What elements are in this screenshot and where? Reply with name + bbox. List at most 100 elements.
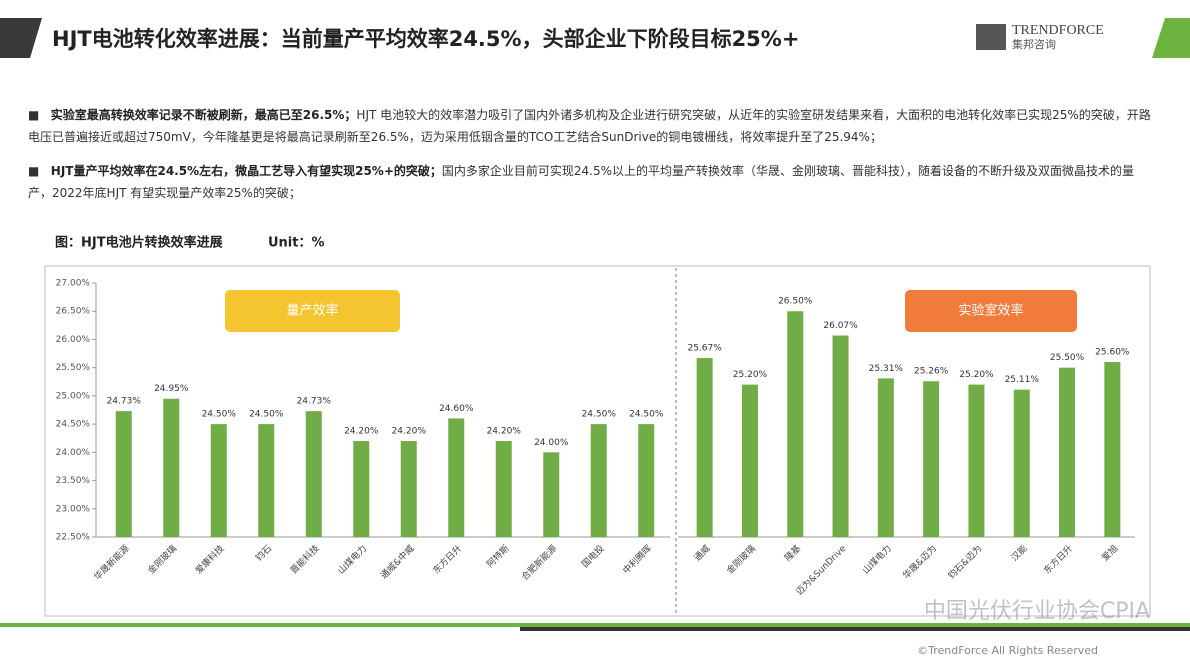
y-tick-label: 24.00% bbox=[56, 448, 91, 458]
value-label: 24.50% bbox=[202, 410, 237, 420]
x-tick-label: 通威&中威 bbox=[378, 542, 417, 581]
value-label: 24.60% bbox=[439, 404, 474, 414]
x-tick-label: 金刚玻璃 bbox=[724, 542, 758, 576]
logo-sub: 集邦咨询 bbox=[1012, 37, 1056, 51]
x-tick-label: 山煤电力 bbox=[335, 542, 369, 576]
x-tick-label: 华晟新能源 bbox=[91, 542, 131, 582]
value-label: 24.20% bbox=[392, 427, 427, 437]
bullet-text: 国内多家企业目前可实现24.5%以上的平均量产转换效率（华晟、金刚玻璃、晋能科技… bbox=[28, 164, 1135, 200]
bar bbox=[400, 441, 417, 537]
y-tick-label: 23.00% bbox=[56, 504, 91, 514]
bar bbox=[163, 398, 180, 537]
bullet: ■ 实验室最高转换效率记录不断被刷新，最高已至26.5%；HJT 电池较大的效率… bbox=[28, 108, 1151, 144]
x-tick-label: 东方日升 bbox=[1041, 542, 1075, 576]
bar bbox=[495, 441, 512, 537]
bar bbox=[543, 452, 560, 537]
y-tick-label: 24.50% bbox=[56, 420, 91, 430]
bullet-text: HJT 电池较大的效率潜力吸引了国内外诸多机构及企业进行研究突破，从近年的实验室… bbox=[28, 108, 1151, 144]
x-tick-label: 山煤电力 bbox=[860, 542, 894, 576]
annotation: 实验室效率 bbox=[958, 303, 1023, 319]
value-label: 25.60% bbox=[1095, 348, 1130, 358]
value-label: 25.20% bbox=[733, 370, 768, 380]
bar bbox=[696, 358, 713, 537]
bar bbox=[590, 424, 607, 537]
value-label: 24.00% bbox=[534, 438, 569, 448]
bullet-bold: 实验室最高转换效率记录不断被刷新，最高已至26.5%； bbox=[50, 108, 357, 122]
bar bbox=[1013, 389, 1030, 537]
value-label: 24.73% bbox=[107, 397, 142, 407]
y-tick-label: 26.00% bbox=[56, 335, 91, 345]
value-label: 24.20% bbox=[344, 427, 379, 437]
logo: TRENDFORCE bbox=[1012, 23, 1104, 38]
bar bbox=[787, 311, 804, 537]
bar bbox=[741, 384, 758, 537]
value-label: 24.50% bbox=[249, 410, 284, 420]
title-mark bbox=[0, 18, 42, 58]
bullet: ■ HJT量产平均效率在24.5%左右，微晶工艺导入有望实现25%+的突破；国内… bbox=[28, 164, 1135, 200]
value-label: 24.73% bbox=[297, 397, 332, 407]
value-label: 25.50% bbox=[1050, 353, 1085, 363]
copyright: ©TrendForce All Rights Reserved bbox=[917, 644, 1098, 657]
value-label: 24.50% bbox=[629, 410, 664, 420]
unit: Unit：% bbox=[268, 236, 325, 251]
corner-mark bbox=[1152, 18, 1190, 58]
bar bbox=[832, 335, 849, 537]
annotation: 量产效率 bbox=[286, 303, 338, 319]
bar bbox=[923, 381, 940, 537]
value-label: 26.50% bbox=[778, 297, 813, 307]
bar bbox=[115, 411, 132, 537]
footer-bar-dark bbox=[520, 627, 1190, 631]
x-tick-label: 隆基 bbox=[782, 542, 803, 563]
value-label: 26.07% bbox=[823, 321, 858, 331]
x-tick-label: 合肥新能源 bbox=[519, 542, 559, 582]
x-tick-label: 中利腾晖 bbox=[620, 542, 654, 576]
bar bbox=[353, 441, 370, 537]
x-tick-label: 金刚玻璃 bbox=[145, 542, 179, 576]
bar bbox=[968, 384, 985, 537]
y-tick-label: 27.00% bbox=[56, 279, 91, 289]
watermark: 中国光伏行业协会CPIA bbox=[924, 599, 1150, 624]
page-title: HJT电池转化效率进展：当前量产平均效率24.5%，头部企业下阶段目标25%+ bbox=[52, 27, 799, 51]
value-label: 24.20% bbox=[487, 427, 522, 437]
y-tick-label: 26.50% bbox=[56, 307, 91, 317]
bar bbox=[877, 378, 894, 537]
x-tick-label: 爱康科技 bbox=[193, 542, 227, 576]
x-tick-label: 东方日升 bbox=[430, 542, 464, 576]
x-tick-label: 钧石 bbox=[253, 542, 274, 563]
bar bbox=[258, 424, 275, 537]
value-label: 24.95% bbox=[154, 384, 189, 394]
x-tick-label: 通威 bbox=[691, 542, 712, 563]
x-tick-label: 晋能科技 bbox=[288, 542, 322, 576]
x-tick-label: 国电投 bbox=[579, 542, 607, 570]
footer-bar bbox=[0, 623, 1190, 627]
y-tick-label: 25.50% bbox=[56, 363, 91, 373]
x-tick-label: 阿特斯 bbox=[484, 542, 512, 570]
x-tick-label: 钧石&迈为 bbox=[945, 542, 984, 581]
annotation-box bbox=[225, 290, 400, 332]
y-tick-label: 22.50% bbox=[56, 533, 91, 543]
bar bbox=[638, 424, 655, 537]
value-label: 25.31% bbox=[869, 364, 904, 374]
y-tick-label: 23.50% bbox=[56, 476, 91, 486]
bar bbox=[1104, 362, 1121, 537]
value-label: 25.67% bbox=[687, 344, 722, 354]
logo-icon bbox=[976, 24, 1006, 50]
chart-frame bbox=[44, 265, 1151, 617]
y-tick-label: 25.00% bbox=[56, 391, 91, 401]
bullet-bold: HJT量产平均效率在24.5%左右，微晶工艺导入有望实现25%+的突破； bbox=[50, 164, 442, 178]
x-tick-label: 爱旭 bbox=[1099, 542, 1120, 563]
x-tick-label: 华晟&迈为 bbox=[900, 542, 939, 581]
value-label: 24.50% bbox=[582, 410, 617, 420]
bar bbox=[210, 424, 227, 537]
value-label: 25.26% bbox=[914, 367, 949, 377]
value-label: 25.20% bbox=[959, 370, 994, 380]
x-tick-label: 汉能 bbox=[1008, 542, 1029, 563]
value-label: 25.11% bbox=[1005, 375, 1040, 385]
bar bbox=[1059, 367, 1076, 537]
annotation-box bbox=[905, 290, 1077, 332]
bar bbox=[305, 411, 322, 537]
chart-caption: 图：HJT电池片转换效率进展 bbox=[55, 235, 224, 251]
